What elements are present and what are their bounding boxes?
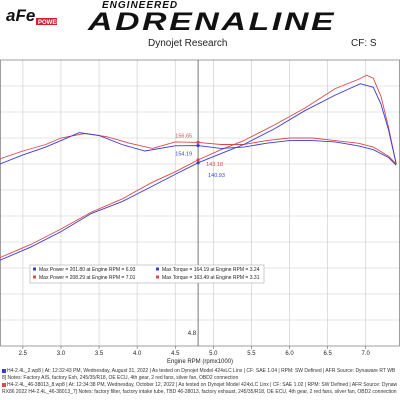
series-power-line	[0, 83, 397, 261]
run-note-line: 8] Notes: Factory AIS, factory Exh, 245/…	[2, 375, 238, 381]
run-note-text: RX86 2022 H4-2.4L_46-38013_7] Notes: fac…	[2, 389, 397, 395]
x-tick-label: 5.5	[247, 351, 256, 357]
x-tick-label: 4.0	[133, 351, 142, 357]
x-tick-label: 4.5	[171, 351, 180, 357]
x-tick-label: 5.0	[209, 351, 218, 357]
run-note-text: 8] Notes: Factory AIS, factory Exh, 245/…	[2, 375, 239, 381]
series-torque-line	[0, 132, 397, 166]
brand-title: ADRENALINE	[88, 8, 337, 36]
run-swatch-icon	[2, 382, 6, 387]
svg-text:aFe: aFe	[6, 6, 35, 25]
cursor-annotation: 156.65	[175, 133, 192, 139]
research-label: Dynojet Research	[148, 38, 228, 49]
chart-curves	[0, 74, 397, 261]
series-power-line	[0, 74, 397, 259]
chart-legend: Max Power = 201.80 at Engine RPM = 6.93 M…	[29, 264, 265, 284]
cursor-marker	[196, 158, 200, 162]
run-notes: H4-2.4L_2.wp8 | At: 12:32:43 PM, Wednesd…	[0, 367, 400, 400]
chart-x-axis: 2.5 3.0 3.5 4.0 4.5 5.0 5.5 6.0 6.5 7.0 Engine RPM…	[19, 346, 371, 365]
x-tick-label: 6.0	[285, 351, 294, 357]
cursor-marker	[196, 143, 200, 148]
cursor-marker	[196, 140, 200, 144]
plot-frame	[0, 59, 400, 347]
cursor-marker	[196, 161, 200, 165]
cursor-annotation: 140.93	[208, 173, 225, 179]
x-tick-label: 7.0	[362, 351, 371, 357]
brand-subtitle: ENGINEERED	[102, 0, 179, 11]
legend-swatch	[33, 275, 36, 279]
series-torque-line	[0, 133, 397, 165]
svg-text:POWER: POWER	[38, 20, 58, 26]
x-axis-label: Engine RPM (rpmx1000)	[167, 359, 233, 365]
run-note-line: RX86 2022 H4-2.4L_46-38013_7] Notes: fac…	[2, 389, 397, 395]
legend-power-entry: Max Power = 201.80 at Engine RPM = 6.93	[39, 267, 136, 273]
cursor-value: 4.8	[188, 331, 197, 337]
run-note-text: H4-2.4L_46-38013_8.wp8 | At: 12:34:38 PM…	[7, 382, 398, 388]
dyno-chart: 4.8 156.65 154.19 143.18 140.93 Max Power = …	[0, 59, 400, 365]
legend-power-entry: Max Power = 208.29 at Engine RPM = 7.01	[39, 275, 136, 281]
chart-grid	[0, 59, 400, 347]
afe-logo-icon: aFe POWER	[6, 6, 58, 26]
cursor-annotation: 154.19	[175, 152, 192, 158]
x-tick-label: 2.5	[19, 351, 28, 357]
legend-swatch	[156, 275, 159, 279]
legend-torque-entry: Max Torque = 164.19 at Engine RPM = 3.24	[162, 267, 260, 273]
run-note-line: H4-2.4L_2.wp8 | At: 12:32:43 PM, Wednesd…	[2, 368, 395, 374]
header: aFe POWER ENGINEERED ADRENALINE Dynojet …	[0, 0, 400, 56]
run-note-line: H4-2.4L_46-38013_8.wp8 | At: 12:34:38 PM…	[2, 382, 397, 388]
cursor-annotation: 143.18	[206, 162, 223, 168]
correction-factor-label: CF: S	[351, 38, 377, 49]
legend-swatch	[156, 267, 159, 271]
x-tick-label: 3.5	[95, 351, 104, 357]
legend-swatch	[33, 267, 36, 271]
chart-cursor: 4.8 156.65 154.19 143.18 140.93	[175, 60, 225, 346]
legend-box	[29, 264, 265, 284]
x-tick-label: 3.0	[57, 351, 66, 357]
run-note-text: H4-2.4L_2.wp8 | At: 12:32:43 PM, Wednesd…	[7, 368, 396, 374]
legend-torque-entry: Max Torque = 163.49 at Engine RPM = 3.31	[162, 275, 260, 281]
run-swatch-icon	[2, 368, 6, 373]
x-tick-label: 6.5	[323, 351, 332, 357]
